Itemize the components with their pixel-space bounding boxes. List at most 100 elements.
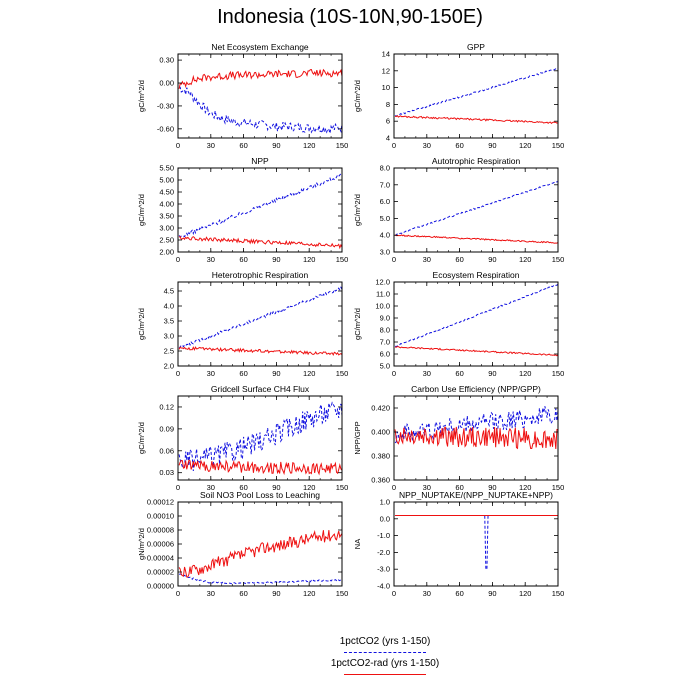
y-axis-label: NPP/GPP (353, 421, 362, 454)
series-line-rad (394, 426, 558, 450)
legend-label-rad: 1pctCO2-rad (yrs 1-150) (330, 658, 440, 669)
y-tick-label: 5.0 (380, 362, 390, 371)
chart-title: Ecosystem Respiration (433, 270, 520, 280)
chart-panel: Carbon Use Efficiency (NPP/GPP) 0 30 60 90 12… (353, 384, 564, 492)
x-tick-label: 150 (552, 483, 565, 492)
x-tick-label: 60 (455, 141, 463, 150)
x-tick-label: 30 (423, 589, 431, 598)
x-tick-label: 30 (207, 589, 215, 598)
series-line-rad (178, 459, 342, 476)
x-tick-label: 60 (455, 483, 463, 492)
chart-title: Net Ecosystem Exchange (211, 42, 309, 52)
y-tick-label: 0.30 (159, 56, 174, 65)
x-tick-label: 90 (488, 369, 496, 378)
y-tick-label: 5.00 (159, 176, 174, 185)
y-tick-label: 2.00 (159, 248, 174, 257)
chart-title: NPP_NUPTAKE/(NPP_NUPTAKE+NPP) (399, 490, 553, 500)
y-tick-label: 3.0 (164, 332, 174, 341)
x-tick-label: 90 (272, 483, 280, 492)
chart-panel: Heterotrophic Respiration 0 30 60 90 120 150 2.… (137, 270, 348, 378)
chart-panel: NPP_NUPTAKE/(NPP_NUPTAKE+NPP) 0 30 60 90 120 1… (353, 490, 564, 598)
x-tick-label: 150 (336, 369, 349, 378)
x-tick-label: 0 (392, 483, 396, 492)
x-tick-label: 90 (488, 483, 496, 492)
chart-title: Gridcell Surface CH4 Flux (211, 384, 310, 394)
y-tick-label: -4.0 (377, 582, 390, 591)
y-axis-label: gC/m^2/d (353, 308, 362, 340)
x-tick-label: 150 (552, 255, 565, 264)
x-tick-label: 150 (336, 141, 349, 150)
y-tick-label: 7.0 (380, 180, 390, 189)
x-tick-label: 60 (455, 369, 463, 378)
y-tick-label: 0.380 (371, 452, 390, 461)
plot-frame (393, 395, 559, 481)
series-line-co2 (395, 514, 558, 570)
y-axis-label: gC/m^2/d (137, 308, 146, 340)
y-tick-label: -1.0 (377, 531, 390, 540)
y-tick-label: 0.03 (159, 468, 174, 477)
x-tick-label: 60 (239, 589, 247, 598)
y-tick-label: 0.09 (159, 424, 174, 433)
x-tick-label: 30 (207, 255, 215, 264)
plot-frame (393, 167, 559, 253)
series-group (178, 401, 342, 476)
y-tick-label: 0.06 (159, 446, 174, 455)
x-tick-label: 120 (303, 589, 316, 598)
y-axis-label: gC/m^2/d (137, 80, 146, 112)
series-group (178, 172, 342, 250)
y-axis-label: gC/m^2/d (137, 422, 146, 454)
chart-panel: Autotrophic Respiration 0 30 60 90 120 150 3.0 4… (353, 156, 564, 264)
x-tick-label: 0 (392, 141, 396, 150)
series-group (178, 530, 342, 585)
y-tick-label: 8 (386, 100, 390, 109)
y-tick-label: 10.0 (375, 302, 390, 311)
plot-frame (177, 281, 343, 367)
x-tick-label: 0 (392, 589, 396, 598)
y-tick-label: 0.00004 (147, 554, 174, 563)
x-tick-label: 90 (272, 255, 280, 264)
plot-frame (177, 395, 343, 481)
y-tick-label: 6.0 (380, 197, 390, 206)
x-tick-label: 0 (176, 589, 180, 598)
series-line-co2 (178, 172, 342, 238)
x-tick-label: 60 (455, 255, 463, 264)
chart-panel: NPP 0 30 60 90 120 150 2.00 2.50 3.00 3.50 4.00 4.50… (137, 156, 348, 264)
x-tick-label: 150 (552, 369, 565, 378)
plot-frame (177, 53, 343, 139)
series-line-co2 (394, 67, 558, 117)
y-axis-label: gC/m^2/d (353, 80, 362, 112)
x-tick-label: 90 (272, 589, 280, 598)
series-line-rad (395, 346, 558, 357)
series-line-rad (394, 114, 558, 125)
y-tick-label: 0.00012 (147, 498, 174, 507)
chart-title: Heterotrophic Respiration (212, 270, 309, 280)
series-group (394, 406, 558, 450)
chart-title: Carbon Use Efficiency (NPP/GPP) (411, 384, 541, 394)
y-tick-label: 4.5 (164, 287, 174, 296)
y-tick-label: 2.0 (164, 362, 174, 371)
y-tick-label: 5.0 (380, 214, 390, 223)
series-group (394, 180, 558, 244)
y-tick-label: 5.50 (159, 164, 174, 173)
x-tick-label: 60 (239, 255, 247, 264)
x-tick-label: 90 (488, 255, 496, 264)
y-tick-label: 14 (382, 50, 390, 59)
x-tick-label: 120 (303, 369, 316, 378)
x-tick-label: 120 (519, 255, 532, 264)
x-tick-label: 0 (176, 141, 180, 150)
x-tick-label: 90 (272, 369, 280, 378)
chart-title: Soil NO3 Pool Loss to Leaching (200, 490, 320, 500)
chart-title: Autotrophic Respiration (432, 156, 521, 166)
x-tick-label: 150 (552, 589, 565, 598)
x-tick-label: 150 (336, 589, 349, 598)
y-tick-label: 0.12 (159, 402, 174, 411)
chart-panel: Ecosystem Respiration 0 30 60 90 120 150 5.0 6.0… (353, 270, 564, 378)
y-tick-label: 12 (382, 66, 390, 75)
y-tick-label: 0.00010 (147, 512, 174, 521)
series-group (178, 68, 342, 135)
y-tick-label: 2.50 (159, 236, 174, 245)
x-tick-label: 60 (239, 141, 247, 150)
plot-frame (393, 281, 559, 367)
y-tick-label: 4.0 (164, 302, 174, 311)
